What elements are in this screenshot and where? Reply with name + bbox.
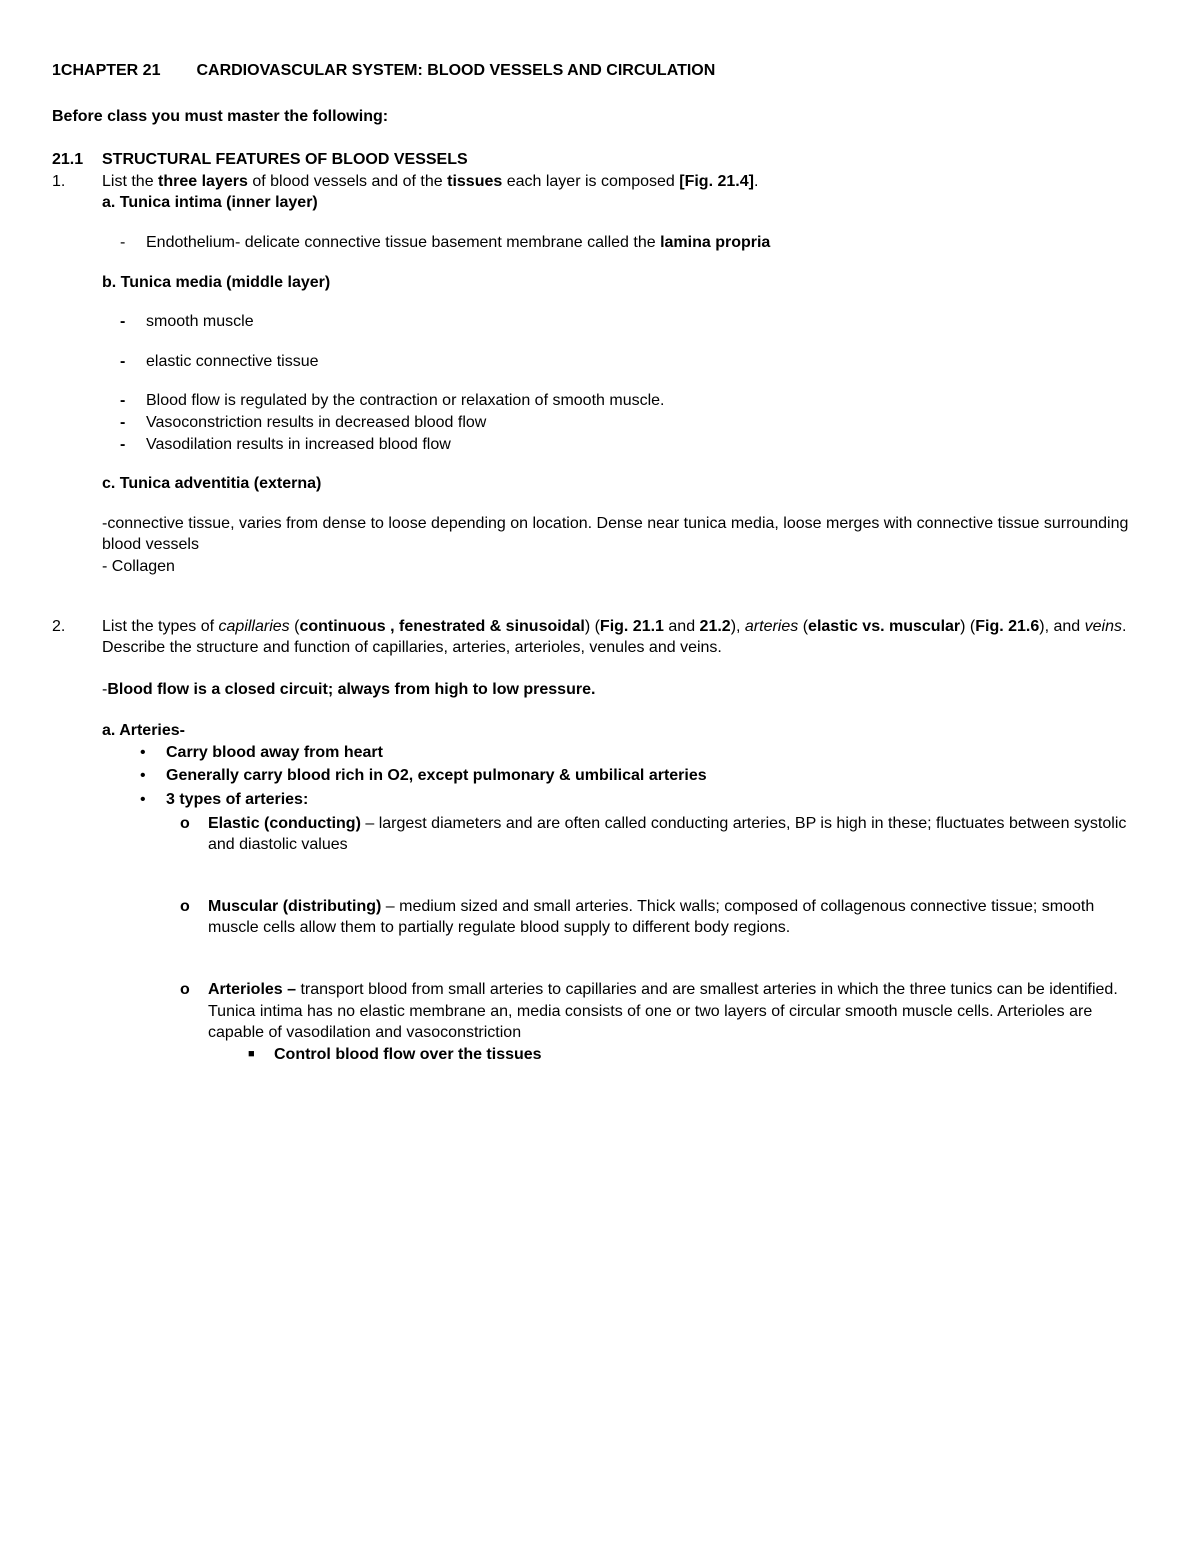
text-bold: Fig. 21.6 (975, 618, 1039, 635)
item1-c-title: c. Tunica adventitia (externa) (102, 473, 1148, 495)
arteries-list: Carry blood away from heart Generally ca… (140, 742, 1148, 1066)
text: Endothelium- delicate connective tissue … (146, 234, 660, 251)
item1-b-title: b. Tunica media (middle layer) (102, 272, 1148, 294)
item-2: 2. List the types of capillaries (contin… (52, 616, 1148, 1068)
text-bold: Blood flow is a closed circuit; always f… (107, 681, 595, 698)
text: List the types of (102, 618, 219, 635)
list-item: Generally carry blood rich in O2, except… (140, 765, 1148, 787)
bullet-line: - Vasoconstriction results in decreased … (120, 412, 1148, 434)
list-item: Carry blood away from heart (140, 742, 1148, 764)
list-text: Carry blood away from heart (166, 742, 1148, 764)
item2-a-title: a. Arteries- (102, 720, 1148, 742)
bullet-icon (140, 742, 166, 764)
text-bold: Arterioles – (208, 981, 300, 998)
circle-icon: o (180, 896, 208, 939)
text: and (664, 618, 700, 635)
dash-icon: - (120, 311, 146, 333)
item1-intro: List the three layers of blood vessels a… (102, 171, 1148, 193)
list-item: Control blood flow over the tissues (248, 1044, 1148, 1066)
item1-c-line1: -connective tissue, varies from dense to… (102, 513, 1148, 556)
text: ) ( (585, 618, 600, 635)
item-number: 2. (52, 616, 102, 1068)
bullet-line: - Blood flow is regulated by the contrac… (120, 390, 1148, 412)
dash-icon: - (120, 390, 146, 412)
list-item: o Elastic (conducting) – largest diamete… (180, 813, 1148, 856)
text: ) ( (960, 618, 975, 635)
bullet-icon (140, 789, 166, 811)
item1-a-title: a. Tunica intima (inner layer) (102, 192, 1148, 214)
text: ( (290, 618, 300, 635)
bullet-text: Vasodilation results in increased blood … (146, 434, 1148, 456)
bullet-text: smooth muscle (146, 311, 1148, 333)
artery-types-list: o Elastic (conducting) – largest diamete… (180, 813, 1148, 1066)
list-item: 3 types of arteries: (140, 789, 1148, 811)
text-bold: elastic vs. muscular (808, 618, 960, 635)
item1-c-line2: - Collagen (102, 556, 1148, 578)
text-bold: 21.2 (700, 618, 731, 635)
text-bold: continuous , fenestrated & sinusoidal (299, 618, 584, 635)
text: transport blood from small arteries to c… (208, 981, 1118, 1041)
circle-icon: o (180, 979, 208, 1065)
bullet-text: elastic connective tissue (146, 351, 1148, 373)
chapter-title: 1CHAPTER 21 CARDIOVASCULAR SYSTEM: BLOOD… (52, 60, 1148, 82)
text-italic: capillaries (219, 618, 290, 635)
text: ( (798, 618, 808, 635)
text-bold: tissues (447, 173, 502, 190)
text: each layer is composed (502, 173, 679, 190)
item-1: 1. List the three layers of blood vessel… (52, 171, 1148, 578)
square-icon (248, 1044, 274, 1066)
text-bold: lamina propria (660, 234, 770, 251)
dash-icon: - (120, 412, 146, 434)
bullet-text: Vasoconstriction results in decreased bl… (146, 412, 1148, 434)
dash-icon: - (120, 232, 146, 254)
arterioles-sublist: Control blood flow over the tissues (248, 1044, 1148, 1066)
circle-icon: o (180, 813, 208, 856)
text-bold: three layers (158, 173, 248, 190)
list-text: Generally carry blood rich in O2, except… (166, 765, 1148, 787)
text-italic: arteries (745, 618, 798, 635)
bullet-text: Endothelium- delicate connective tissue … (146, 232, 1148, 254)
chapter-title-text: CARDIOVASCULAR SYSTEM: BLOOD VESSELS AND… (196, 62, 715, 79)
bullet-line: - Endothelium- delicate connective tissu… (120, 232, 1148, 254)
text: List the (102, 173, 158, 190)
section-heading: 21.1 STRUCTURAL FEATURES OF BLOOD VESSEL… (52, 149, 1148, 171)
item2-intro: List the types of capillaries (continuou… (102, 616, 1148, 659)
bullet-line: - smooth muscle (120, 311, 1148, 333)
closed-circuit-line: -Blood flow is a closed circuit; always … (102, 679, 1148, 701)
bullet-line: - Vasodilation results in increased bloo… (120, 434, 1148, 456)
list-text: Arterioles – transport blood from small … (208, 979, 1148, 1065)
list-text: 3 types of arteries: (166, 789, 1148, 811)
list-text: Muscular (distributing) – medium sized a… (208, 896, 1148, 939)
text: of blood vessels and of the (248, 173, 447, 190)
item-body: List the types of capillaries (continuou… (102, 616, 1148, 1068)
text: . (754, 173, 758, 190)
bullet-line: - elastic connective tissue (120, 351, 1148, 373)
bullet-text: Blood flow is regulated by the contracti… (146, 390, 1148, 412)
section-title: STRUCTURAL FEATURES OF BLOOD VESSELS (102, 149, 468, 171)
list-item: o Arterioles – transport blood from smal… (180, 979, 1148, 1065)
text-bold: Muscular (distributing) (208, 898, 381, 915)
text-italic: veins (1085, 618, 1122, 635)
text: ), (731, 618, 745, 635)
list-text: Elastic (conducting) – largest diameters… (208, 813, 1148, 856)
section-number: 21.1 (52, 149, 102, 171)
text: ), and (1039, 618, 1084, 635)
text-bold: Fig. 21.1 (600, 618, 664, 635)
bullet-icon (140, 765, 166, 787)
dash-icon: - (120, 434, 146, 456)
list-item: o Muscular (distributing) – medium sized… (180, 896, 1148, 939)
before-class-line: Before class you must master the followi… (52, 106, 1148, 128)
text-bold: Elastic (conducting) (208, 815, 361, 832)
dash-icon: - (120, 351, 146, 373)
list-text: Control blood flow over the tissues (274, 1044, 542, 1066)
text-bold: [Fig. 21.4] (679, 173, 754, 190)
item-number: 1. (52, 171, 102, 578)
item-body: List the three layers of blood vessels a… (102, 171, 1148, 578)
chapter-label: 1CHAPTER 21 (52, 60, 192, 82)
